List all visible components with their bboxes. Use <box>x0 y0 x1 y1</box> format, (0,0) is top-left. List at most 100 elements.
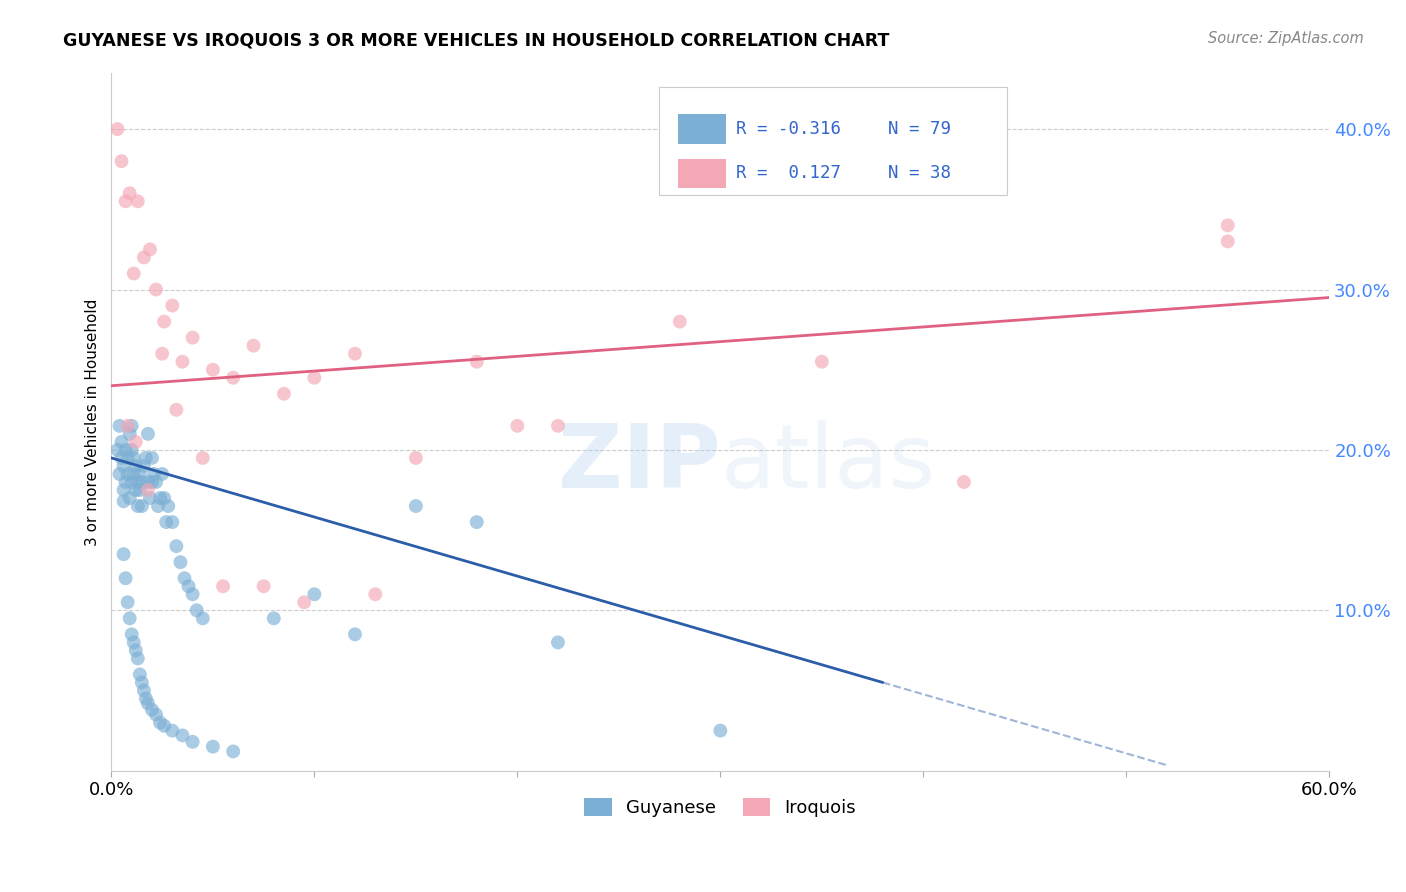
Point <box>242 338 264 352</box>
Point <box>1216 219 1239 233</box>
Point <box>405 499 427 513</box>
Point <box>141 703 163 717</box>
Point <box>108 418 131 433</box>
Text: atlas: atlas <box>720 420 935 508</box>
Point <box>141 450 163 465</box>
Point <box>172 728 194 742</box>
Text: ZIP: ZIP <box>558 420 720 508</box>
Point <box>128 483 150 497</box>
Point <box>112 458 135 473</box>
Point <box>114 442 136 457</box>
Point <box>212 579 235 593</box>
Point <box>114 475 136 489</box>
Point <box>114 571 136 585</box>
Point <box>110 450 132 465</box>
Point <box>405 450 427 465</box>
Point <box>173 571 195 585</box>
Point <box>110 154 132 169</box>
Point <box>157 499 180 513</box>
Point <box>131 499 153 513</box>
Y-axis label: 3 or more Vehicles in Household: 3 or more Vehicles in Household <box>86 298 100 546</box>
Point <box>127 194 149 209</box>
Point <box>135 450 157 465</box>
Point <box>191 450 214 465</box>
Point <box>668 315 690 329</box>
Point <box>145 475 167 489</box>
Point <box>201 739 224 754</box>
Point <box>136 426 159 441</box>
Point <box>222 744 245 758</box>
Point <box>110 434 132 449</box>
Text: N = 38: N = 38 <box>889 164 952 182</box>
Point <box>131 475 153 489</box>
Point <box>162 515 184 529</box>
Point <box>125 458 148 473</box>
Point <box>150 346 173 360</box>
Point <box>169 555 191 569</box>
Point <box>117 595 139 609</box>
Point <box>125 483 148 497</box>
FancyBboxPatch shape <box>678 159 727 188</box>
Text: N = 79: N = 79 <box>889 120 952 138</box>
Point <box>263 611 285 625</box>
Point <box>153 315 176 329</box>
Point <box>191 611 214 625</box>
Point <box>112 494 135 508</box>
Point <box>343 627 366 641</box>
Point <box>136 475 159 489</box>
Point <box>107 442 129 457</box>
Point <box>121 442 143 457</box>
Point <box>304 370 326 384</box>
Text: GUYANESE VS IROQUOIS 3 OR MORE VEHICLES IN HOUSEHOLD CORRELATION CHART: GUYANESE VS IROQUOIS 3 OR MORE VEHICLES … <box>63 31 890 49</box>
Point <box>139 491 162 505</box>
Point <box>128 467 150 481</box>
Point <box>150 467 173 481</box>
Point <box>145 707 167 722</box>
Point <box>547 418 569 433</box>
Point <box>122 450 145 465</box>
Point <box>117 467 139 481</box>
Point <box>149 715 172 730</box>
Point <box>107 122 129 136</box>
Text: Source: ZipAtlas.com: Source: ZipAtlas.com <box>1208 31 1364 46</box>
Point <box>141 475 163 489</box>
Point <box>118 186 141 201</box>
Point <box>127 499 149 513</box>
Point <box>1216 235 1239 249</box>
Point <box>222 370 245 384</box>
Point <box>117 450 139 465</box>
Point <box>153 719 176 733</box>
Point <box>181 331 204 345</box>
Point <box>143 467 166 481</box>
Point <box>108 467 131 481</box>
Point <box>112 483 135 497</box>
Point <box>121 418 143 433</box>
Point <box>122 635 145 649</box>
Point <box>343 346 366 360</box>
Point <box>121 627 143 641</box>
Point <box>127 651 149 665</box>
Point <box>132 251 155 265</box>
Point <box>145 283 167 297</box>
Point <box>547 635 569 649</box>
Point <box>118 611 141 625</box>
Point <box>136 696 159 710</box>
Point <box>953 475 976 489</box>
Point <box>304 587 326 601</box>
Point <box>127 475 149 489</box>
Point <box>132 458 155 473</box>
Point <box>121 475 143 489</box>
Point <box>165 402 187 417</box>
Point <box>181 735 204 749</box>
Point <box>135 691 157 706</box>
Point <box>155 515 177 529</box>
Point <box>125 643 148 657</box>
FancyBboxPatch shape <box>659 87 1007 195</box>
Point <box>136 483 159 497</box>
Point <box>117 418 139 433</box>
Point <box>125 434 148 449</box>
Point <box>177 579 200 593</box>
FancyBboxPatch shape <box>678 114 727 144</box>
Point <box>122 467 145 481</box>
Point <box>153 491 176 505</box>
